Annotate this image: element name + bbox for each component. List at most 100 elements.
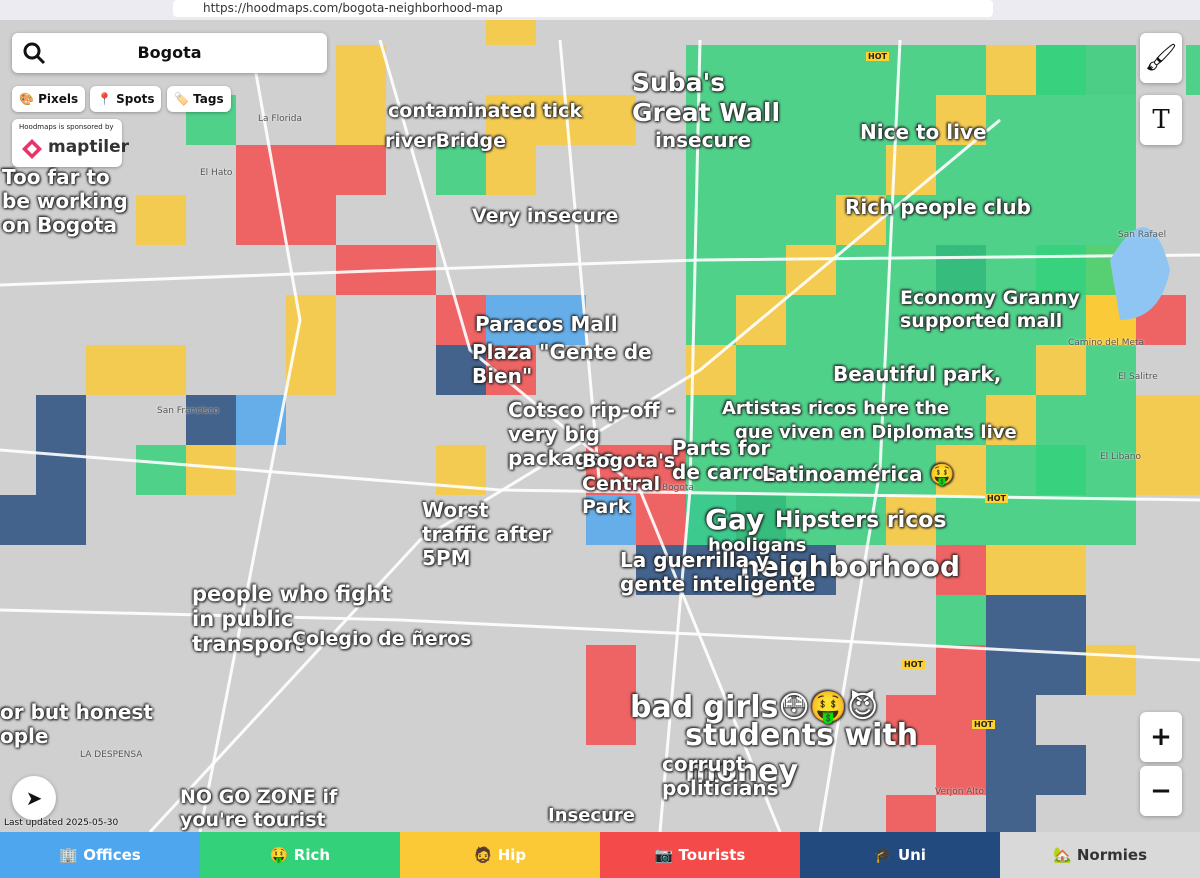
map-pixel <box>1036 445 1086 495</box>
sponsor-text: Hoodmaps is sponsored by <box>19 123 114 131</box>
map-pixel <box>1086 445 1136 495</box>
map-pixel <box>1136 395 1186 445</box>
map-pixel <box>36 395 86 445</box>
map-pixel <box>686 545 736 595</box>
map-pixel <box>936 295 986 345</box>
map-pixel <box>1086 145 1136 195</box>
map-tag: Colegio de ñeros <box>292 628 472 650</box>
map-pixel <box>436 145 486 195</box>
filter-button[interactable]: 🏷️ Tags <box>167 86 231 112</box>
place-name: La Florida <box>258 114 303 124</box>
legend-normies[interactable]: 🏡 Normies <box>1000 832 1200 878</box>
map-pixel <box>1036 345 1086 395</box>
map-pixel <box>1086 395 1136 445</box>
map-pixel <box>836 495 886 545</box>
map-pixel <box>886 395 936 445</box>
map-pixel <box>986 245 1036 295</box>
map-pixel <box>336 45 386 95</box>
map-pixel <box>836 295 886 345</box>
map-pixel <box>536 295 586 345</box>
map-pixel <box>836 395 886 445</box>
zoom-out[interactable]: − <box>1140 766 1182 816</box>
locate-button[interactable]: ➤ <box>12 776 56 820</box>
map-tag: La guerrilla y gente inteligente <box>620 548 816 596</box>
map-pixel <box>736 245 786 295</box>
map-tag: Suba's Great Wall <box>632 68 781 127</box>
address-bar[interactable]: https://hoodmaps.com/bogota-neighborhood… <box>173 0 993 17</box>
map-pixel <box>586 695 636 745</box>
map-pixel <box>736 45 786 95</box>
legend-hip[interactable]: 🧔 Hip <box>400 832 600 878</box>
map-pixel <box>736 145 786 195</box>
map-pixel <box>886 795 936 832</box>
map-pixel <box>436 345 486 395</box>
map-pixel <box>886 45 936 95</box>
map-pixel <box>786 495 836 545</box>
map-tag: Hipsters ricos <box>775 508 947 533</box>
search-box[interactable]: Bogota <box>12 33 327 73</box>
city-name: Bogota <box>137 43 202 62</box>
map-pixel <box>886 695 936 745</box>
map-pixel <box>936 595 986 645</box>
road <box>0 608 1200 662</box>
map-pixel <box>786 245 836 295</box>
map-pixel <box>1186 45 1200 95</box>
map-pixel <box>686 95 736 145</box>
map-pixel <box>486 145 536 195</box>
map-tag: Gay <box>705 503 765 536</box>
map-pixel <box>736 95 786 145</box>
map-pixel <box>986 345 1036 395</box>
map-pixel <box>486 295 536 345</box>
browser-bar: https://hoodmaps.com/bogota-neighborhood… <box>0 0 1200 21</box>
map-pixel <box>986 595 1036 645</box>
map-pixel <box>736 495 786 545</box>
legend-rich[interactable]: 🤑 Rich <box>200 832 400 878</box>
map-pixel <box>936 645 986 695</box>
map-pixel <box>786 445 836 495</box>
hot-marker: HOT <box>866 52 889 61</box>
map-pixel <box>736 545 786 595</box>
filter-button[interactable]: 📍 Spots <box>90 86 162 112</box>
map-pixel <box>786 195 836 245</box>
map-pixel <box>136 195 186 245</box>
water <box>1110 227 1170 320</box>
place-name: San Francisco <box>157 406 219 416</box>
hot-marker: HOT <box>902 660 925 669</box>
sponsor-box[interactable]: Hoodmaps is sponsored by maptiler <box>12 119 129 167</box>
map-pixel <box>1086 95 1136 145</box>
map-pixel <box>986 645 1036 695</box>
text-button[interactable]: T <box>1140 95 1182 145</box>
map-pixel <box>786 545 836 595</box>
map-pixel <box>286 145 336 195</box>
road <box>818 39 902 832</box>
legend-uni[interactable]: 🎓 Uni <box>800 832 1000 878</box>
map[interactable]: Suba's Great Wall insecure Nice to live Ric… <box>0 20 1200 832</box>
map-pixel <box>936 345 986 395</box>
map-tag: que viven en Diplomats live <box>735 422 1017 443</box>
place-name: LA DESPENSA <box>80 750 143 760</box>
map-pixel <box>936 245 986 295</box>
map-pixel <box>686 195 736 245</box>
map-pixel <box>936 745 986 795</box>
map-tag: corrupt politicians <box>662 752 779 800</box>
map-pixel <box>586 495 636 545</box>
legend-offices[interactable]: 🏢 Offices <box>0 832 200 878</box>
map-pixel <box>836 245 886 295</box>
paint-button[interactable]: 🖌 <box>1140 33 1182 83</box>
map-pixel <box>786 145 836 195</box>
filter-button[interactable]: 🎨 Pixels <box>12 86 86 112</box>
map-pixel <box>736 395 786 445</box>
hot-marker: HOT <box>972 720 995 729</box>
map-pixel <box>936 195 986 245</box>
map-pixel <box>186 445 236 495</box>
map-pixel <box>1036 495 1086 545</box>
map-tag: or but honest ople <box>0 700 153 748</box>
zoom-in[interactable]: + <box>1140 712 1182 762</box>
map-pixel <box>336 145 386 195</box>
map-pixel <box>1036 45 1086 95</box>
map-pixel <box>1036 95 1086 145</box>
map-pixel <box>936 545 986 595</box>
map-tag: Plaza "Gente de Bien" <box>472 340 652 388</box>
legend-tourists[interactable]: 📷 Tourists <box>600 832 800 878</box>
